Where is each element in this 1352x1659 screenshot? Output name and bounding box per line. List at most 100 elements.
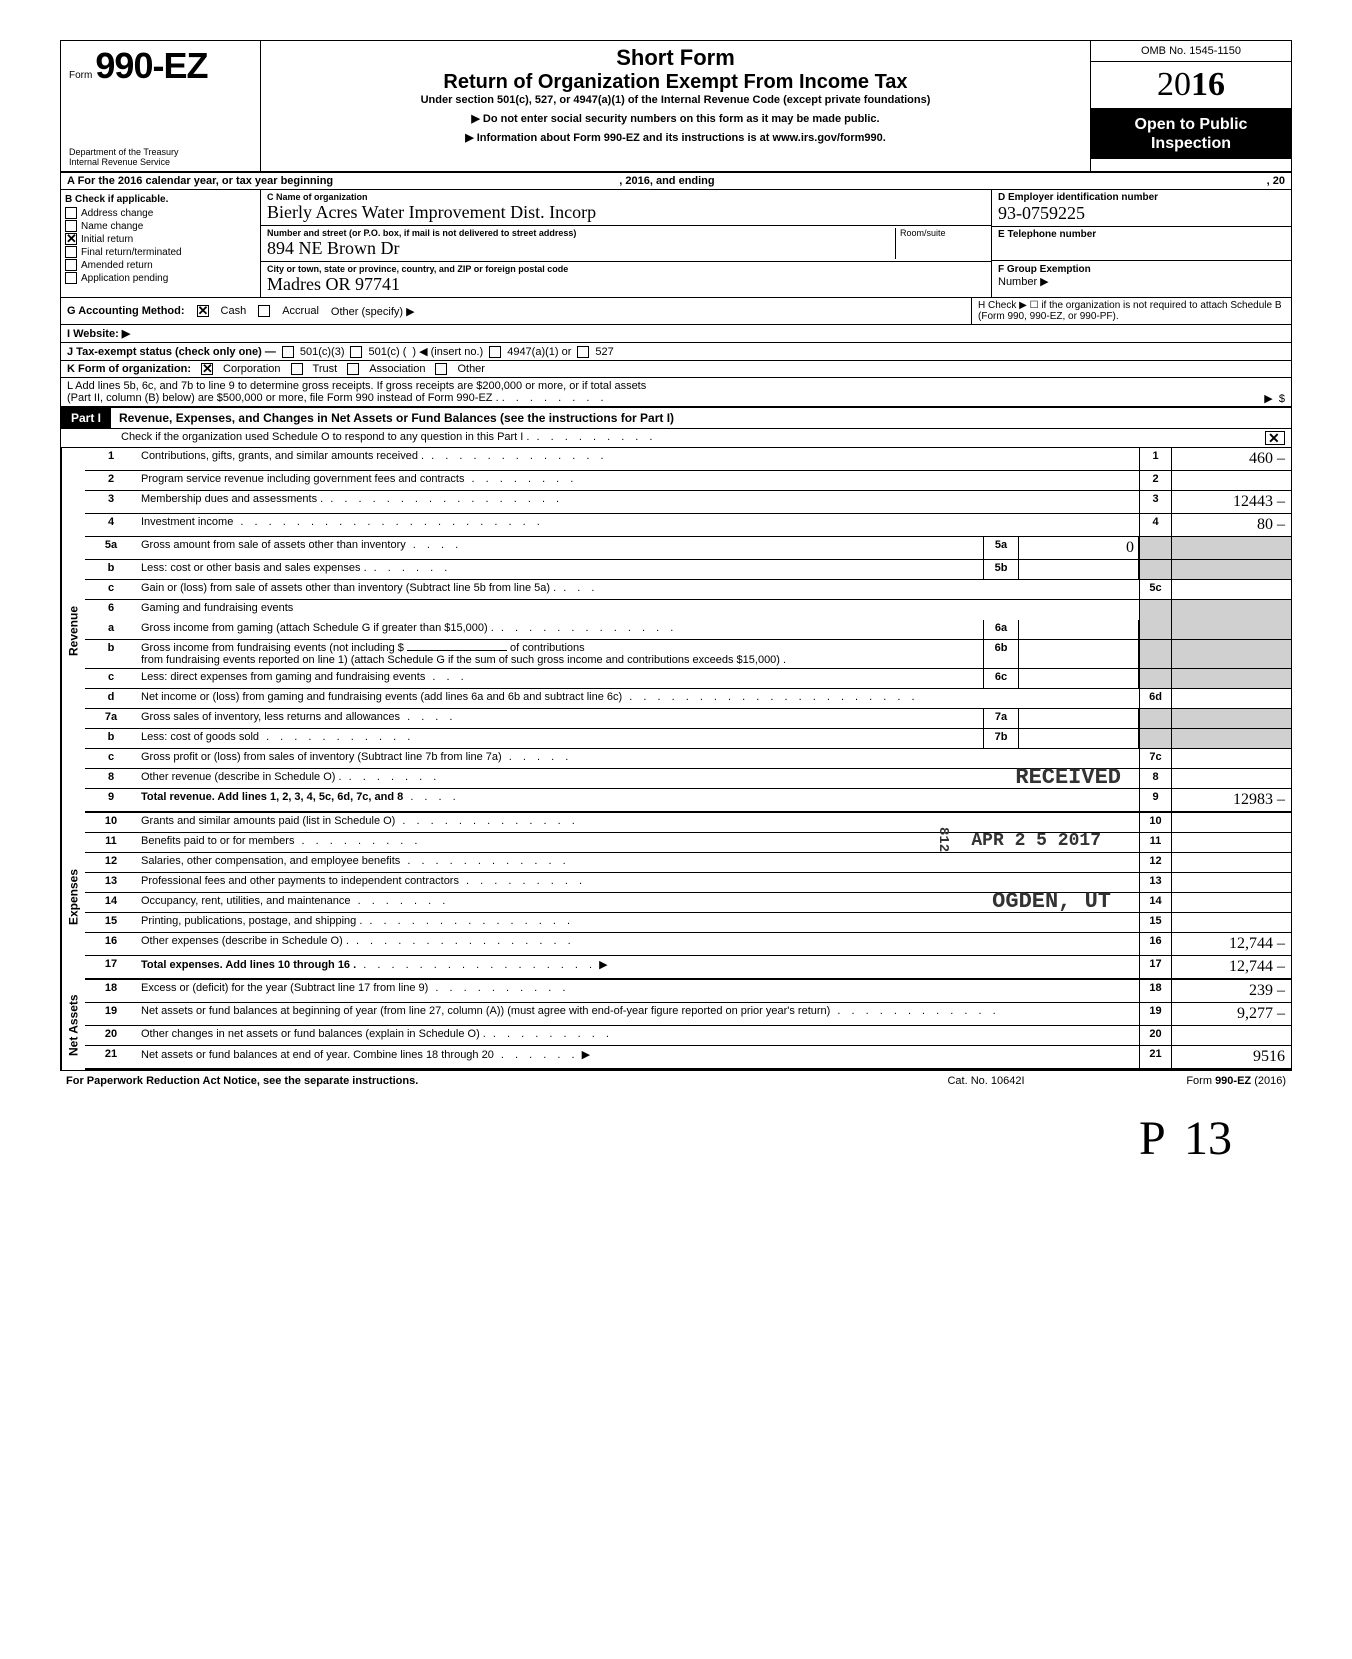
column-b: B Check if applicable. Address change Na… <box>61 190 261 297</box>
city-value: Madres OR 97741 <box>267 274 985 295</box>
val-15 <box>1171 913 1291 932</box>
line-6a: a Gross income from gaming (attach Sched… <box>85 620 1291 640</box>
line-7c: c Gross profit or (loss) from sales of i… <box>85 749 1291 769</box>
line-15: 15 Printing, publications, postage, and … <box>85 913 1291 933</box>
cb-other-org[interactable] <box>435 363 447 375</box>
open-label: Open to Public <box>1097 115 1285 134</box>
cb-4947a1[interactable] <box>489 346 501 358</box>
line-1: 1 Contributions, gifts, grants, and simi… <box>85 448 1291 471</box>
d-ein-label: D Employer identification number <box>998 192 1285 203</box>
part1-badge: Part I <box>61 408 111 428</box>
line-18: 18 Excess or (deficit) for the year (Sub… <box>85 980 1291 1003</box>
val-9: 12983 – <box>1171 789 1291 811</box>
g-label: G Accounting Method: <box>67 305 185 317</box>
val-6b <box>1019 640 1139 668</box>
revenue-section: Revenue 1 Contributions, gifts, grants, … <box>61 448 1291 813</box>
line-7a: 7a Gross sales of inventory, less return… <box>85 709 1291 729</box>
f-group-label: F Group Exemption <box>998 264 1091 275</box>
line-5b: b Less: cost or other basis and sales ex… <box>85 560 1291 580</box>
c-name-label: C Name of organization <box>267 192 985 202</box>
sched-o-check-row: Check if the organization used Schedule … <box>61 429 1291 448</box>
cb-corporation[interactable] <box>201 363 213 375</box>
open-to-public: Open to Public Inspection <box>1091 109 1291 159</box>
cb-name-change[interactable]: Name change <box>65 220 256 232</box>
line-6b: b Gross income from fundraising events (… <box>85 640 1291 669</box>
cb-final-return[interactable]: Final return/terminated <box>65 246 256 258</box>
part1-title: Revenue, Expenses, and Changes in Net As… <box>111 411 1291 425</box>
b-header: B Check if applicable. <box>65 194 256 205</box>
e-tel-label: E Telephone number <box>998 229 1285 240</box>
cb-501c[interactable] <box>350 346 362 358</box>
street-value: 894 NE Brown Dr <box>267 238 895 259</box>
cb-accrual[interactable] <box>258 305 270 317</box>
line-19: 19 Net assets or fund balances at beginn… <box>85 1003 1291 1026</box>
cb-527[interactable] <box>577 346 589 358</box>
line-8: 8 Other revenue (describe in Schedule O)… <box>85 769 1291 789</box>
val-16: 12,744 – <box>1171 933 1291 955</box>
row-a: A For the 2016 calendar year, or tax yea… <box>61 173 1291 190</box>
column-c: C Name of organization Bierly Acres Wate… <box>261 190 991 297</box>
row-i-website: I Website: ▶ <box>61 325 1291 343</box>
row-j-tax-exempt: J Tax-exempt status (check only one) — 5… <box>61 343 1291 361</box>
hand-13: 13 <box>1184 1112 1232 1165</box>
dept-treasury: Department of the Treasury <box>69 147 252 157</box>
row-l: L Add lines 5b, 6c, and 7b to line 9 to … <box>61 378 1291 408</box>
cb-initial-return[interactable]: Initial return <box>65 233 256 245</box>
line-16: 16 Other expenses (describe in Schedule … <box>85 933 1291 956</box>
val-18: 239 – <box>1171 980 1291 1002</box>
expenses-section: Expenses 10 Grants and similar amounts p… <box>61 813 1291 980</box>
year-bold: 16 <box>1191 66 1225 103</box>
cb-trust[interactable] <box>291 363 303 375</box>
section-bcdef: B Check if applicable. Address change Na… <box>61 190 1291 298</box>
row-a-end: , 20 <box>1267 175 1285 187</box>
cb-sched-o[interactable] <box>1265 431 1285 445</box>
line-6c: c Less: direct expenses from gaming and … <box>85 669 1291 689</box>
val-20 <box>1171 1026 1291 1045</box>
line-5a: 5a Gross amount from sale of assets othe… <box>85 537 1291 560</box>
c-street-label: Number and street (or P.O. box, if mail … <box>267 228 895 238</box>
part1-header: Part I Revenue, Expenses, and Changes in… <box>61 408 1291 429</box>
row-a-mid: , 2016, and ending <box>619 175 714 187</box>
line-12: 12 Salaries, other compensation, and emp… <box>85 853 1291 873</box>
header-left: Form 990-EZ Department of the Treasury I… <box>61 41 261 171</box>
line-4: 4 Investment income . . . . . . . . . . … <box>85 514 1291 537</box>
line-3: 3 Membership dues and assessments . . . … <box>85 491 1291 514</box>
footer-left: For Paperwork Reduction Act Notice, see … <box>66 1075 886 1087</box>
warn-line-2: ▶ Information about Form 990-EZ and its … <box>269 131 1082 144</box>
line-6: 6 Gaming and fundraising events <box>85 600 1291 620</box>
net-assets-section: Net Assets 18 Excess or (deficit) for th… <box>61 980 1291 1070</box>
val-13 <box>1171 873 1291 892</box>
room-suite-label: Room/suite <box>895 228 985 259</box>
hand-p: P <box>1139 1112 1166 1165</box>
form-number: 990-EZ <box>95 45 207 86</box>
line-10: 10 Grants and similar amounts paid (list… <box>85 813 1291 833</box>
val-21: 9516 <box>1171 1046 1291 1068</box>
line-14: 14 Occupancy, rent, utilities, and maint… <box>85 893 1291 913</box>
row-a-label: A For the 2016 calendar year, or tax yea… <box>67 175 333 187</box>
f-group-label2: Number ▶ <box>998 276 1049 288</box>
header-center: Short Form Return of Organization Exempt… <box>261 41 1091 171</box>
cb-amended-return[interactable]: Amended return <box>65 259 256 271</box>
line-9: 9 Total revenue. Add lines 1, 2, 3, 4, 5… <box>85 789 1291 813</box>
cb-application-pending[interactable]: Application pending <box>65 272 256 284</box>
val-5b <box>1019 560 1139 579</box>
d-ein-block: D Employer identification number 93-0759… <box>992 190 1291 227</box>
c-city-block: City or town, state or province, country… <box>261 262 991 297</box>
cb-association[interactable] <box>347 363 359 375</box>
cb-address-change[interactable]: Address change <box>65 207 256 219</box>
inspection-label: Inspection <box>1097 134 1285 153</box>
cb-501c3[interactable] <box>282 346 294 358</box>
val-7c <box>1171 749 1291 768</box>
row-gh: G Accounting Method: Cash Accrual Other … <box>61 298 1291 325</box>
cb-cash[interactable] <box>197 305 209 317</box>
line-6d: d Net income or (loss) from gaming and f… <box>85 689 1291 709</box>
line-2: 2 Program service revenue including gove… <box>85 471 1291 491</box>
val-6d <box>1171 689 1291 708</box>
c-street-block: Number and street (or P.O. box, if mail … <box>261 226 991 262</box>
dept-irs: Internal Revenue Service <box>69 157 252 167</box>
val-7a <box>1019 709 1139 728</box>
side-netassets: Net Assets <box>61 980 85 1070</box>
bottom-handwriting: P 13 <box>60 1091 1292 1186</box>
line-11: 11 Benefits paid to or for members . . .… <box>85 833 1291 853</box>
footer-cat: Cat. No. 10642I <box>886 1075 1086 1087</box>
